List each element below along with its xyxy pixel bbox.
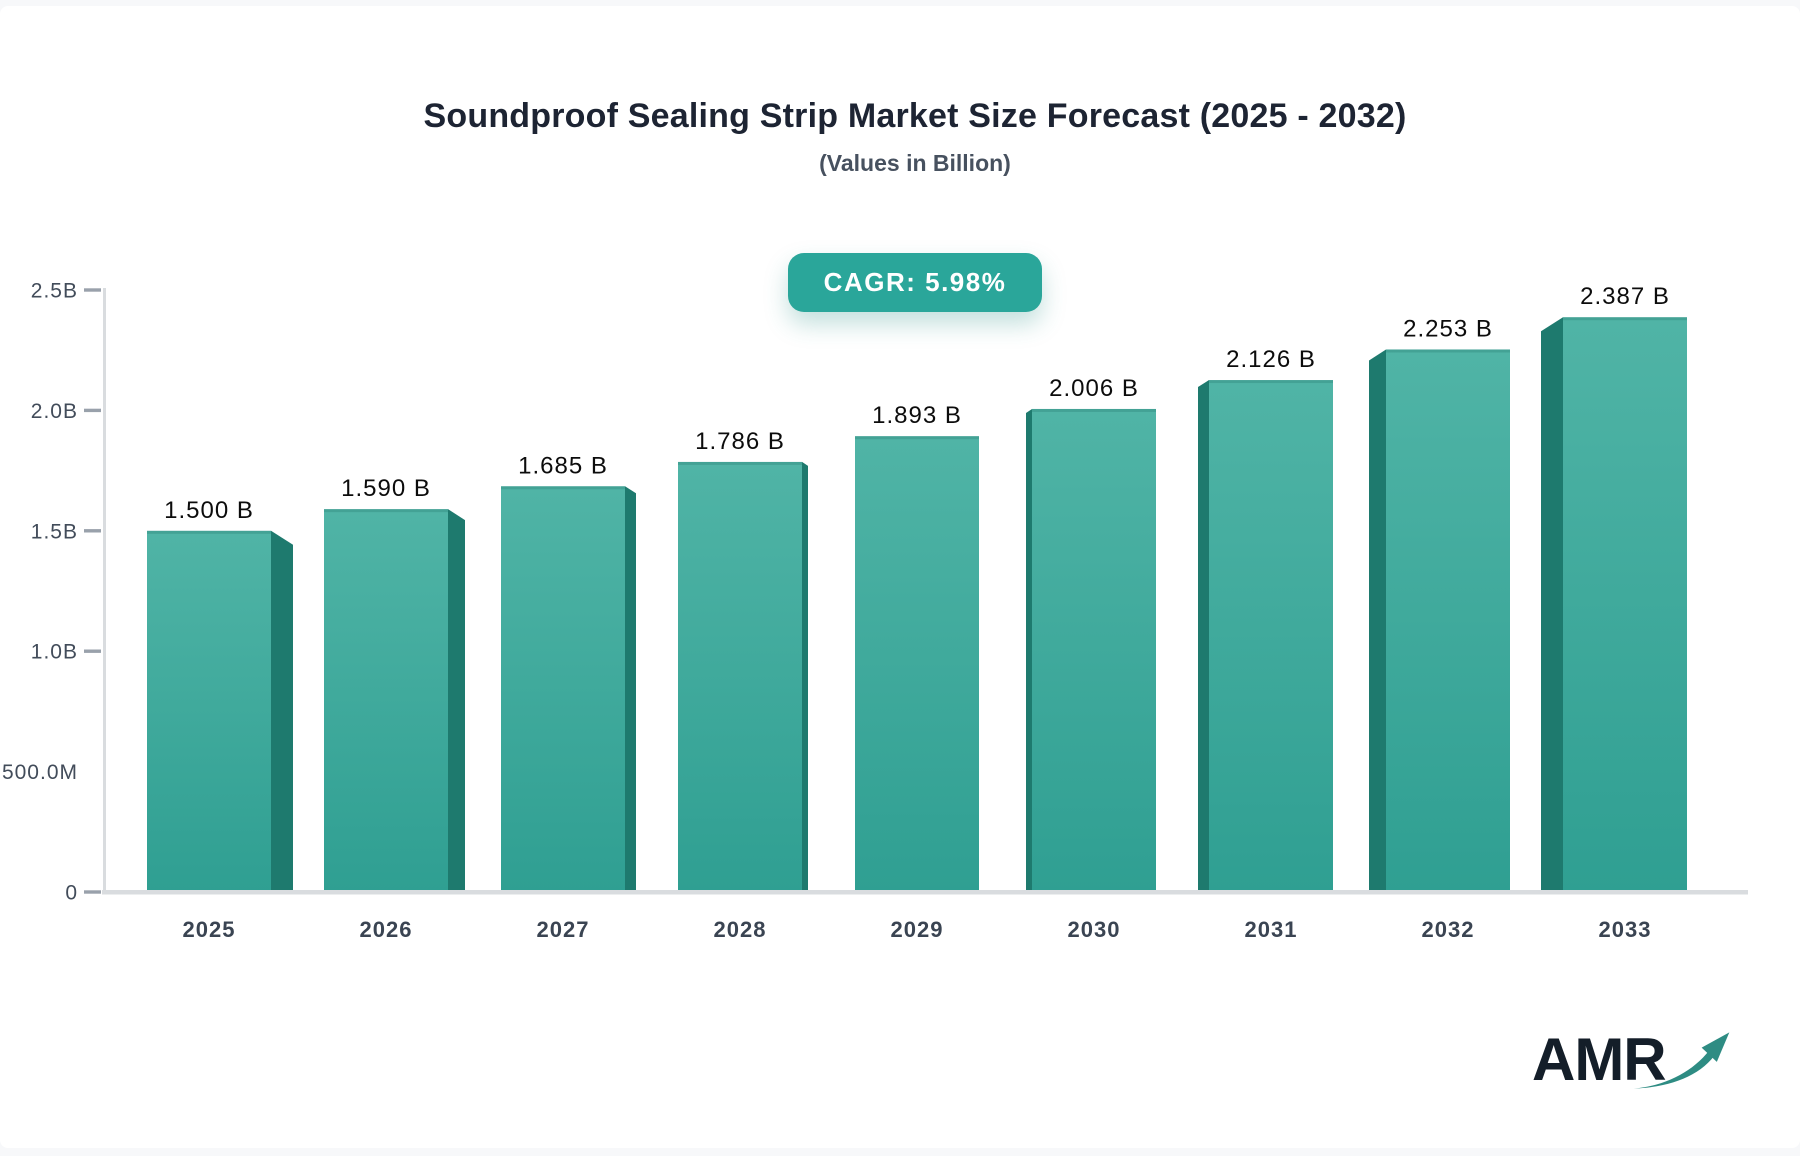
bar-top-edge [1386, 349, 1510, 353]
bar-group-2030: 2.006 B [1026, 375, 1156, 892]
y-axis-label: 1.5B [31, 520, 78, 543]
bar-side-face [1369, 349, 1386, 892]
bar-value-label: 2.126 B [1226, 346, 1316, 373]
x-axis-label: 2030 [1068, 917, 1121, 942]
bar-top-edge [855, 436, 979, 440]
amr-logo-text: AMR [1532, 1026, 1667, 1093]
y-axis-tick [84, 649, 101, 653]
cagr-badge-row: CAGR: 5.98% [30, 253, 1800, 312]
y-axis-line [103, 288, 106, 892]
bar-group-2033: 2.387 B [1541, 283, 1687, 892]
page-title: Soundproof Sealing Strip Market Size For… [423, 97, 1407, 135]
bar-face [324, 509, 448, 892]
bar-face [1563, 317, 1687, 892]
y-axis-label: 2.0B [31, 400, 78, 423]
bar-group-2032: 2.253 B [1369, 315, 1510, 892]
bar-face [147, 530, 271, 892]
y-axis-label: 500.0M [2, 761, 78, 784]
bar-group-2029: 1.893 B [855, 402, 979, 892]
bar-top-edge [1032, 408, 1156, 412]
chart-subtitle: (Values in Billion) [819, 150, 1011, 176]
bar-group-2027: 1.685 B [501, 452, 636, 892]
bar-side-face [1026, 408, 1032, 892]
bar-top-edge [324, 509, 448, 513]
x-axis-label: 2032 [1422, 917, 1475, 942]
bar-top-edge [678, 461, 802, 465]
x-axis-label: 2026 [360, 917, 413, 942]
y-axis-tick [84, 529, 101, 533]
y-axis-label: 0 [65, 882, 78, 905]
amr-logo: AMR [1532, 1030, 1732, 1098]
bar-group-2028: 1.786 B [678, 428, 808, 892]
bar-top-edge [501, 486, 625, 490]
bars-layer: 1.500 B 1.590 B 1.685 B 1.786 B 1.893 B 2.006… [147, 283, 1687, 892]
x-axis-label: 2027 [537, 917, 590, 942]
x-axis-label: 2031 [1245, 917, 1298, 942]
y-axis-label: 1.0B [31, 641, 78, 664]
bar-value-label: 2.387 B [1580, 283, 1670, 310]
bar-face [855, 436, 979, 892]
bar-face [1209, 380, 1333, 892]
bar-value-label: 1.500 B [164, 497, 254, 524]
bar-side-face [802, 461, 808, 892]
bar-face [1386, 349, 1510, 892]
bar-value-label: 2.253 B [1403, 315, 1493, 342]
bar-top-edge [1563, 317, 1687, 321]
bar-face [1032, 408, 1156, 892]
bar-group-2031: 2.126 B [1198, 346, 1333, 892]
cagr-badge: CAGR: 5.98% [787, 253, 1043, 312]
bar-value-label: 1.893 B [872, 402, 962, 429]
y-axis-tick [84, 890, 101, 894]
bar-side-face [271, 530, 293, 892]
bar-face [678, 461, 802, 892]
x-axis-label: 2025 [183, 917, 236, 942]
y-axis-label: 2.5B [31, 280, 78, 303]
bar-top-edge [1209, 380, 1333, 384]
bar-side-face [1198, 380, 1209, 892]
axes-layer [84, 288, 1748, 895]
chart-header: Soundproof Sealing Strip Market Size For… [30, 97, 1800, 177]
y-axis-tick [84, 408, 101, 413]
bar-side-face [448, 509, 465, 892]
bar-value-label: 2.006 B [1049, 375, 1139, 402]
x-axis-label: 2028 [714, 917, 767, 942]
bar-side-face [1541, 317, 1563, 892]
bar-group-2025: 1.500 B [147, 497, 293, 892]
x-axis-line [102, 890, 1748, 895]
growth-arrow-icon [1633, 1032, 1729, 1089]
y-axis-tick [84, 288, 101, 292]
axis-labels-layer: 2025 2026 2027 2028 2029 2030 2031 2032 2033 2.5B… [2, 280, 1652, 943]
bar-group-2026: 1.590 B [324, 475, 465, 892]
x-axis-label: 2029 [891, 917, 944, 942]
bar-face [501, 486, 625, 892]
bar-value-label: 1.786 B [695, 428, 785, 455]
bar-side-face [625, 486, 636, 892]
bar-top-edge [147, 530, 271, 534]
bar-value-label: 1.685 B [518, 452, 608, 479]
bar-value-label: 1.590 B [341, 475, 431, 502]
x-axis-label: 2033 [1599, 917, 1652, 942]
